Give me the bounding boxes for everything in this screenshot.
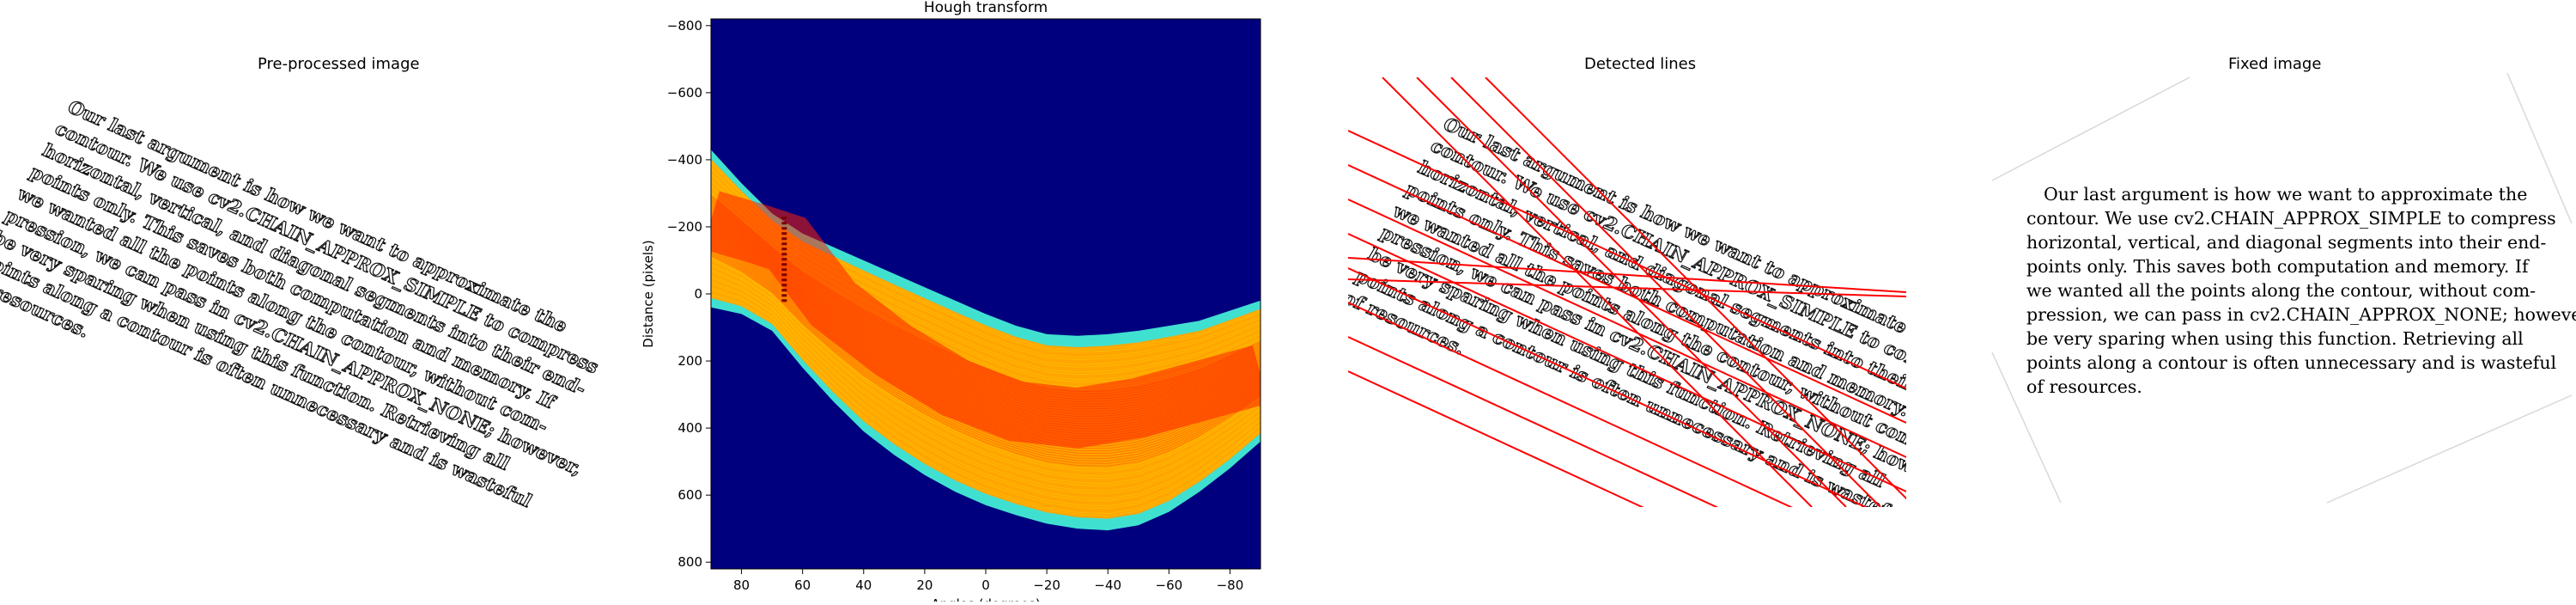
- fixed-text: Our last argument is how we want to appr…: [2026, 182, 2576, 399]
- preprocessed-text: Our last argument is how we want to appr…: [0, 95, 604, 511]
- hough-trace: [711, 261, 1261, 474]
- hough-trace: [711, 275, 1261, 492]
- y-tick-label: −200: [667, 219, 702, 235]
- hough-trace: [711, 291, 1261, 512]
- fixed-text-line-5: we wanted all the points along the conto…: [2026, 280, 2537, 301]
- hough-trace: [711, 255, 1261, 467]
- page-edge-right: [2506, 72, 2573, 224]
- fixed-panel: Fixed image Our last argument is how we …: [1966, 0, 2576, 602]
- hough-trace: [711, 259, 1261, 472]
- detected-line: [1348, 267, 1868, 507]
- x-tick-label: −40: [1094, 578, 1121, 593]
- fixed-text-line-4: points only. This saves both computation…: [2026, 256, 2529, 277]
- fixed-page-border: [1991, 72, 2573, 504]
- y-tick-label: 400: [677, 420, 702, 436]
- hough-trace: [711, 263, 1261, 477]
- preprocessed-panel: Pre-processed image Our last argument is…: [0, 0, 653, 602]
- x-tick-label: 20: [916, 578, 933, 593]
- y-tick-label: −400: [667, 152, 702, 168]
- hough-trace: [711, 253, 1261, 464]
- page-edge-bottom: [2326, 394, 2573, 504]
- x-axis-label: Angles (degrees): [931, 596, 1040, 602]
- hough-trace: [711, 283, 1261, 502]
- detected-line: [1348, 199, 1906, 458]
- hough-trace: [711, 285, 1261, 504]
- hough-trace: [711, 289, 1261, 510]
- hough-plot-area: [711, 150, 1261, 531]
- hough-trace: [711, 295, 1261, 517]
- hough-trace: [711, 257, 1261, 469]
- y-tick-label: 200: [677, 353, 702, 369]
- y-tick-label: 0: [694, 286, 702, 302]
- detected-line: [1348, 130, 1906, 389]
- fixed-text-line-1: Our last argument is how we want to appr…: [2044, 184, 2528, 205]
- detected-line: [1348, 336, 1719, 507]
- hough-trace: [711, 281, 1261, 499]
- detected-line: [1348, 278, 1906, 297]
- hough-panel: Hough transform 80 60 40 20 0 −20 −40 −60 −80 −800…: [635, 0, 1288, 605]
- hough-trace: [711, 279, 1261, 497]
- hough-trace: [711, 293, 1261, 515]
- detected-line: [1348, 233, 1906, 492]
- hough-hot-band: [711, 191, 1261, 449]
- detected-line: [1416, 77, 1847, 507]
- y-axis-label: Distance (pixels): [641, 240, 656, 347]
- page-edge-left: [1991, 351, 2062, 504]
- hough-title: Hough transform: [924, 0, 1048, 16]
- x-tick-label: 40: [855, 578, 872, 593]
- page-edge-top: [1991, 76, 2190, 181]
- fixed-text-line-7: be very sparing when using this function…: [2026, 328, 2524, 349]
- fixed-text-line-8: points along a contour is often unnecess…: [2026, 352, 2557, 373]
- detected-lines-overlay: [1348, 77, 1906, 507]
- detected-line: [1348, 302, 1794, 507]
- detected-line: [1348, 164, 1906, 424]
- detected-line: [1382, 77, 1813, 507]
- hough-trace: [711, 273, 1261, 489]
- fixed-text-line-9: of resources.: [2026, 376, 2142, 397]
- hough-trace: [711, 251, 1261, 461]
- hough-trace: [711, 249, 1261, 460]
- y-tick-label: 600: [677, 487, 702, 503]
- preprocessed-document: Our last argument is how we want to appr…: [0, 95, 604, 511]
- fixed-text-line-3: horizontal, vertical, and diagonal segme…: [2026, 232, 2547, 253]
- y-tick-label: 800: [677, 554, 702, 570]
- detected-line: [1485, 77, 1906, 500]
- panel-title-detected: Detected lines: [1584, 55, 1697, 73]
- detected-line: [1450, 77, 1881, 507]
- fixed-text-line-6: pression, we can pass in cv2.CHAIN_APPRO…: [2026, 304, 2576, 325]
- y-tick-label: −800: [667, 18, 702, 34]
- detected-line: [1348, 370, 1644, 507]
- hough-trace: [711, 247, 1261, 457]
- hough-trace: [711, 269, 1261, 485]
- x-tick-label: −60: [1156, 578, 1183, 593]
- x-tick-label: −20: [1033, 578, 1060, 593]
- detected-image: Our last argument is how we want to appr…: [1348, 77, 1906, 507]
- hough-trace: [711, 287, 1261, 507]
- x-tick-label: −80: [1217, 578, 1244, 593]
- hough-trace: [711, 267, 1261, 482]
- x-tick-label: 60: [794, 578, 811, 593]
- hough-trace: [711, 265, 1261, 480]
- hough-trace: [711, 297, 1261, 519]
- x-tick-label: 80: [733, 578, 750, 593]
- detected-line: [1348, 257, 1906, 293]
- detected-panel: Detected lines Our last argument is how …: [1322, 0, 1941, 602]
- y-tick-label: −600: [667, 85, 702, 101]
- hough-trace: [711, 271, 1261, 487]
- x-tick-label: 0: [981, 578, 990, 593]
- fixed-text-line-2: contour. We use cv2.CHAIN_APPROX_SIMPLE …: [2026, 208, 2556, 229]
- panel-title-fixed: Fixed image: [2228, 55, 2322, 73]
- hough-trace: [711, 277, 1261, 494]
- panel-title-preprocessed: Pre-processed image: [258, 55, 420, 73]
